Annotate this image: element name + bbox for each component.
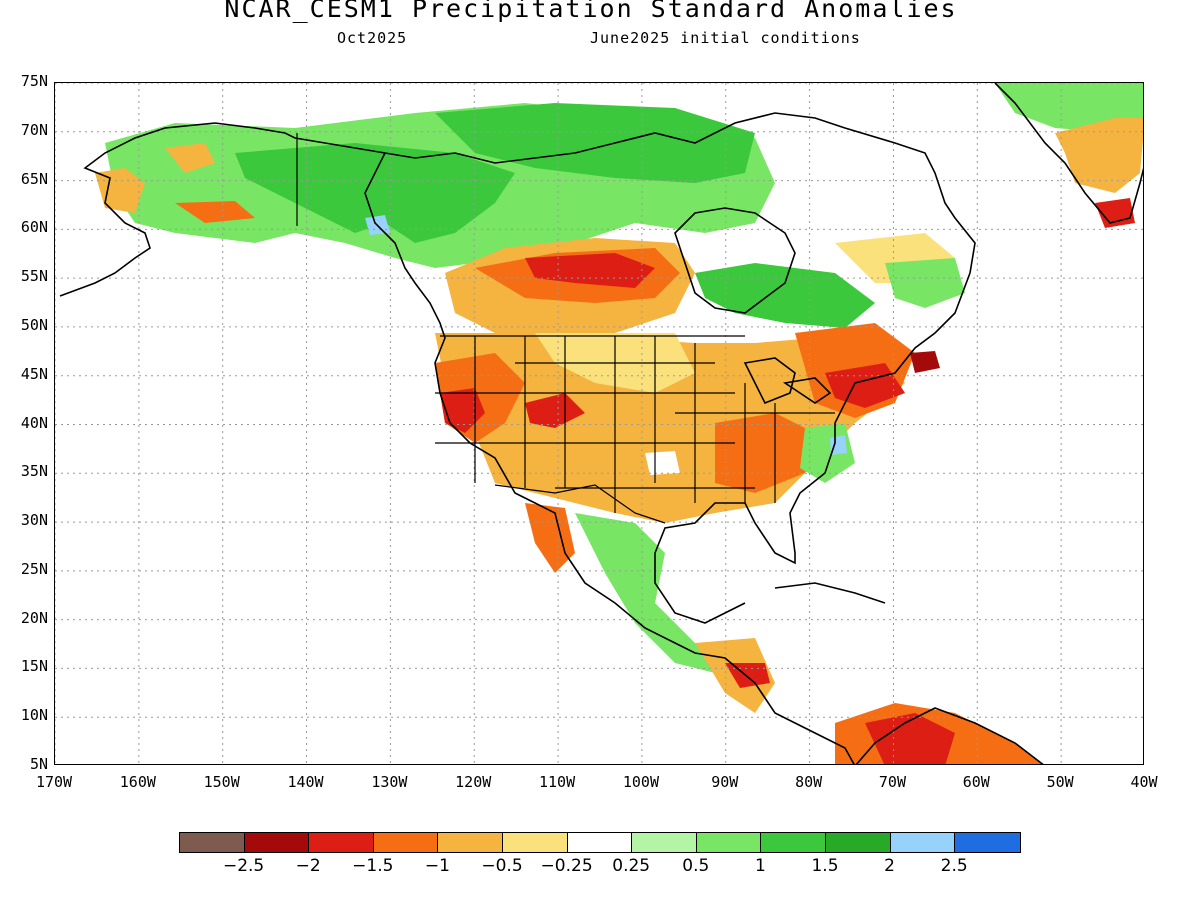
colorbar-tick-label: −1.5 — [352, 856, 394, 876]
fill-alaska-orange2 — [95, 168, 145, 213]
colorbar — [179, 832, 1021, 853]
coast-pacific — [364, 152, 855, 764]
colorbar-swatch — [890, 833, 956, 852]
colorbar-tick-label: 0.5 — [682, 856, 710, 876]
lon-tick-label: 160W — [119, 773, 156, 791]
lat-tick-label: 35N — [20, 462, 48, 481]
border-us-mexico — [494, 484, 666, 524]
fill-alaska-orange3 — [175, 201, 255, 223]
lon-tick-label: 60W — [962, 773, 990, 791]
colorbar-tick-label: 1.5 — [811, 856, 839, 876]
map-svg — [55, 83, 1143, 764]
border-states-v — [474, 336, 776, 513]
lat-tick-label: 5N — [29, 755, 48, 773]
coast-hudson — [674, 207, 796, 314]
lon-tick-label: 100W — [622, 773, 659, 791]
coast-greenland — [994, 83, 1143, 224]
colorbar-swatch — [761, 833, 826, 852]
graticule — [55, 83, 1143, 764]
lat-tick-label: 25N — [20, 559, 48, 578]
fill-centralam-red — [725, 663, 770, 688]
coast-cuba — [774, 582, 886, 604]
colorbar-tick-label: 0.25 — [612, 856, 651, 876]
fill-kansas-white — [645, 451, 680, 475]
fill-yukon-green — [235, 143, 515, 243]
lat-tick-label: 75N — [20, 72, 48, 90]
colorbar-swatch — [825, 833, 891, 852]
fill-labrador-green — [885, 258, 965, 308]
lon-tick-label: 130W — [371, 773, 408, 791]
lat-tick-label: 50N — [20, 315, 48, 334]
lat-tick-label: 70N — [20, 120, 48, 139]
colorbar-swatch — [438, 833, 503, 852]
lat-tick-label: 10N — [20, 706, 48, 725]
lon-tick-label: 80W — [795, 773, 823, 791]
political-borders — [296, 133, 835, 524]
lat-tick-label: 65N — [20, 169, 48, 188]
chart-title: NCAR_CESM1 Precipitation Standard Anomal… — [224, 0, 958, 23]
fill-baja-orange — [525, 503, 575, 573]
init-conditions-label: June2025 initial conditions — [590, 29, 861, 47]
colorbar-swatch — [632, 833, 697, 852]
colorbar-tick-label: 1 — [754, 856, 766, 876]
lat-tick-label: 40N — [20, 413, 48, 432]
fill-quebec-green — [695, 263, 875, 328]
colorbar-swatch — [696, 833, 762, 852]
lat-tick-label: 45N — [20, 364, 48, 383]
coast-alaska — [59, 122, 386, 297]
colorbar-tick-label: −0.5 — [481, 856, 523, 876]
coast-southam — [855, 707, 1044, 764]
fill-utah-red — [525, 393, 585, 428]
map-plot-area — [54, 82, 1144, 765]
colorbar-swatch — [373, 833, 439, 852]
coast-greatlakes — [743, 357, 832, 405]
valid-month-label: Oct2025 — [337, 29, 408, 47]
lat-tick-label: 55N — [20, 267, 48, 286]
lon-tick-label: 150W — [203, 773, 240, 791]
colorbar-tick-label: −0.25 — [540, 856, 593, 876]
colorbar-swatch — [180, 833, 245, 852]
lon-tick-label: 140W — [287, 773, 324, 791]
lon-tick-label: 50W — [1046, 773, 1074, 791]
colorbar-swatch — [309, 833, 374, 852]
fill-prairies-red — [525, 253, 655, 288]
lon-tick-label: 90W — [711, 773, 739, 791]
fill-northeast-red — [825, 363, 905, 408]
lon-tick-label: 170W — [35, 773, 73, 791]
lon-tick-label: 40W — [1130, 773, 1158, 791]
lat-tick-label: 60N — [20, 218, 48, 237]
lat-tick-label: 30N — [20, 511, 48, 530]
fill-greenland-red — [1095, 198, 1135, 228]
fill-southam-red — [865, 713, 955, 764]
lat-tick-label: 15N — [20, 657, 48, 676]
lon-tick-label: 120W — [455, 773, 492, 791]
colorbar-swatch — [244, 833, 310, 852]
fill-maine-dred — [910, 351, 940, 373]
coast-atlantic — [654, 272, 971, 624]
colorbar-swatch — [567, 833, 633, 852]
colorbar-tick-label: −2.5 — [222, 856, 265, 876]
coast-arctic — [384, 112, 976, 274]
colorbar-tick-label: 2.5 — [940, 856, 968, 876]
coastlines — [59, 83, 1143, 764]
colorbar-swatch — [502, 833, 568, 852]
fill-mexico-green — [575, 513, 735, 673]
fill-alaska-orange — [165, 143, 215, 173]
colorbar-tick-label: −1 — [424, 856, 450, 876]
colorbar-swatch — [955, 833, 1020, 852]
anomaly-fills — [95, 83, 1143, 764]
colorbar-tick-label: −2 — [295, 856, 321, 876]
lon-tick-label: 110W — [539, 773, 576, 791]
colorbar-tick-label: 2 — [884, 856, 896, 876]
lon-tick-label: 70W — [878, 773, 906, 791]
fill-greenland-orange — [1055, 118, 1143, 193]
lat-tick-label: 20N — [20, 608, 48, 627]
fill-arctic-green — [435, 103, 755, 183]
fill-west-red — [440, 388, 485, 433]
